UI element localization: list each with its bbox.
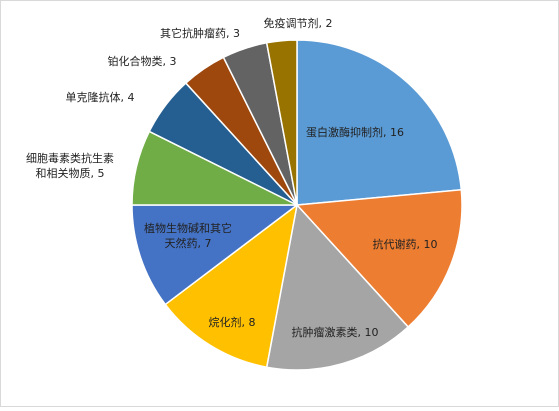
pie-slice bbox=[265, 39, 298, 206]
slice-label-value: 8 bbox=[249, 316, 256, 329]
slice-label-value: 5 bbox=[98, 167, 105, 180]
slice-label: 其它抗肿瘤药, 3 bbox=[160, 26, 240, 40]
slice-label: 铂化合物类, 3 bbox=[108, 54, 177, 68]
slice-label-sep: , bbox=[121, 91, 128, 104]
slice-label-name: 抗肿瘤激素类 bbox=[292, 325, 358, 339]
slice-label-name: 植物生物碱和其它 bbox=[144, 221, 232, 235]
slice-label-name: 和相关物质 bbox=[36, 166, 91, 180]
slice-label: 免疫调节剂, 2 bbox=[264, 16, 333, 30]
slice-label-name: 铂化合物类 bbox=[108, 54, 163, 68]
slice-label: 植物生物碱和其它天然药, 7 bbox=[144, 221, 232, 250]
slice-label-value: 7 bbox=[205, 237, 212, 250]
slice-label: 蛋白激酶抑制剂, 16 bbox=[306, 125, 404, 139]
slice-label-name: 天然药 bbox=[165, 236, 198, 250]
pie-slice bbox=[265, 203, 410, 371]
slice-label: 抗肿瘤激素类, 10 bbox=[292, 325, 379, 339]
slice-label-name: 抗代谢药 bbox=[373, 237, 417, 251]
pie-slice bbox=[295, 188, 463, 328]
slice-label: 烷化剂, 8 bbox=[209, 315, 256, 329]
slice-label-name: 细胞毒素类抗生素 bbox=[26, 151, 114, 165]
slice-label-sep: , bbox=[226, 27, 233, 40]
slice-label-sep: , bbox=[358, 326, 365, 339]
slice-label: 抗代谢药, 10 bbox=[373, 237, 438, 251]
pie-slice bbox=[296, 39, 463, 206]
slice-label-value: 10 bbox=[365, 326, 379, 339]
slice-label-value: 16 bbox=[390, 126, 404, 139]
slice-label-value: 10 bbox=[424, 238, 438, 251]
slice-label-sep: , bbox=[383, 126, 390, 139]
pie-slice bbox=[164, 203, 299, 369]
slice-label-value: 4 bbox=[128, 91, 135, 104]
slice-label-name: 单克隆抗体 bbox=[66, 90, 121, 104]
slice-label-name: 其它抗肿瘤药 bbox=[160, 26, 226, 40]
slice-label-sep: , bbox=[91, 167, 98, 180]
slice-label-sep: , bbox=[163, 55, 170, 68]
slice-label-sep: , bbox=[242, 316, 249, 329]
pie-slice bbox=[131, 204, 300, 306]
slice-label: 细胞毒素类抗生素和相关物质, 5 bbox=[26, 151, 114, 180]
slice-label-value: 3 bbox=[233, 27, 240, 40]
slice-label-sep: , bbox=[319, 17, 326, 30]
slice-label-value: 3 bbox=[170, 55, 177, 68]
slice-label-name: 免疫调节剂 bbox=[264, 16, 319, 30]
slice-label-name: 蛋白激酶抑制剂 bbox=[306, 125, 383, 139]
slice-label-sep: , bbox=[198, 237, 205, 250]
slice-label-sep: , bbox=[417, 238, 424, 251]
slice-label: 单克隆抗体, 4 bbox=[66, 90, 135, 104]
slice-label-name: 烷化剂 bbox=[209, 315, 242, 329]
slice-label-value: 2 bbox=[326, 17, 333, 30]
